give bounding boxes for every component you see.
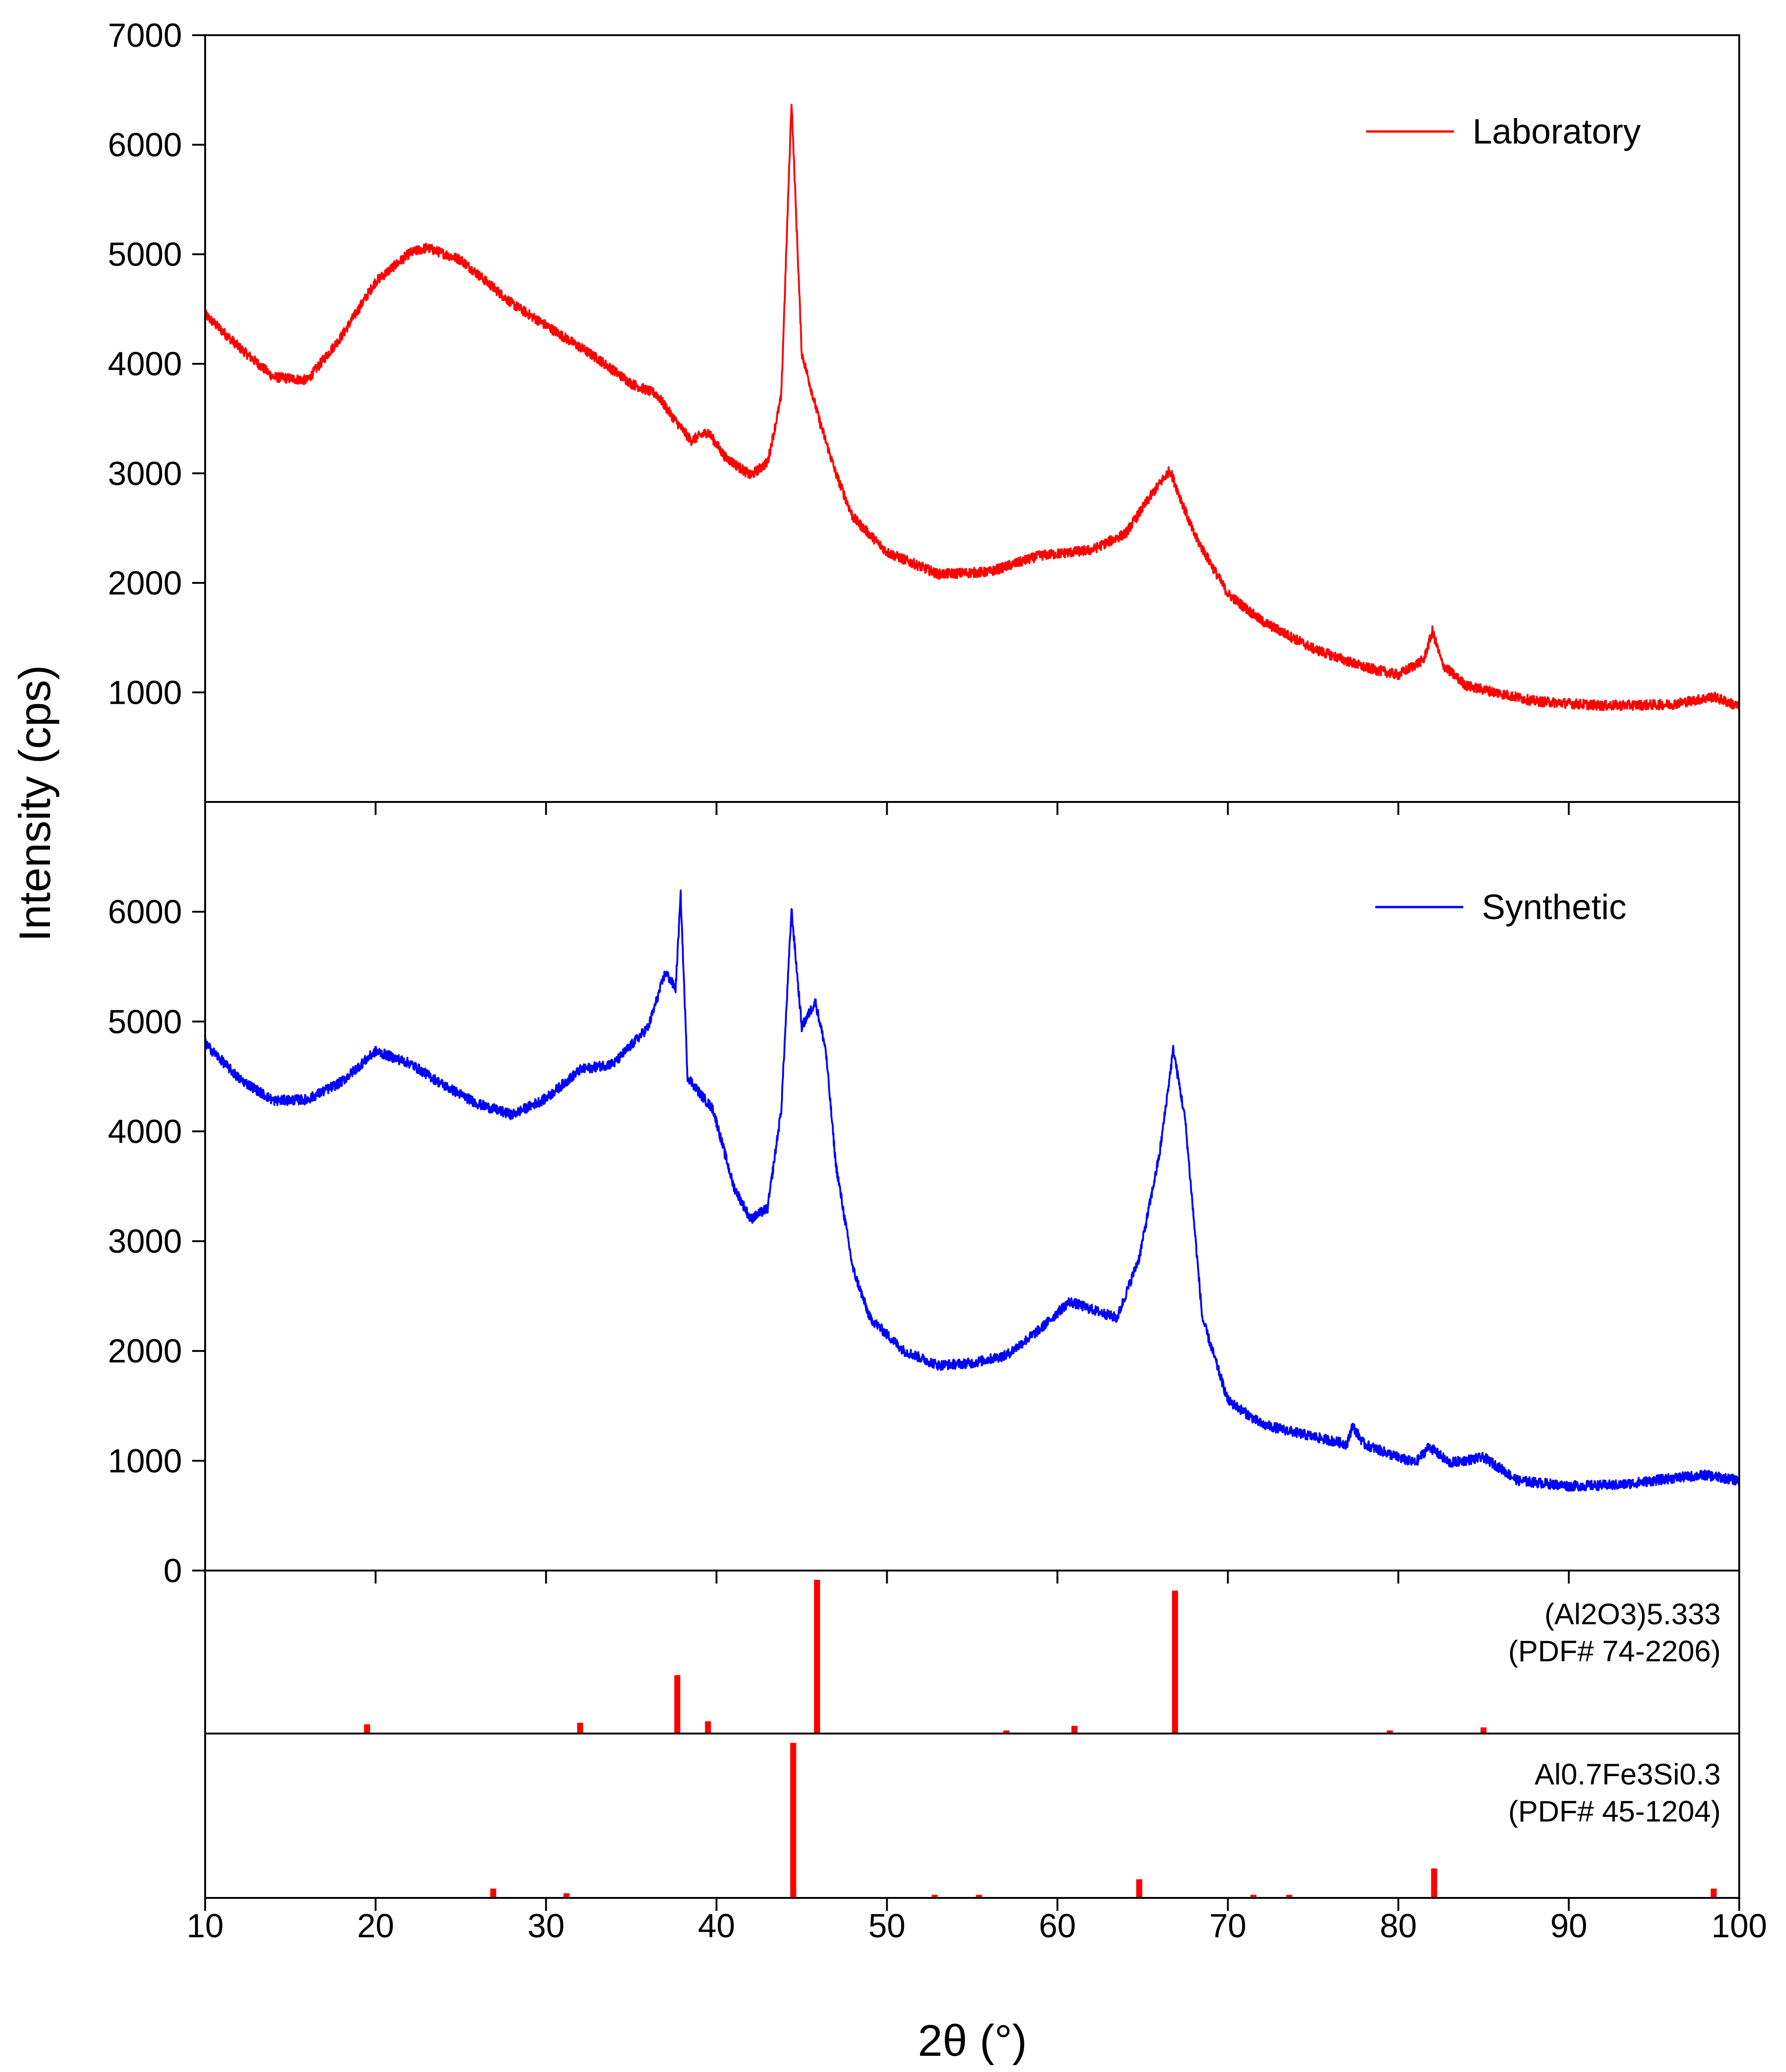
fe3si-pdf-number: (PDF# 45-1204) [1508,1795,1721,1828]
x-tick-label: 20 [357,1908,394,1945]
laboratory-y-axis: 1000 2000 3000 4000 5000 6000 7000 [108,17,205,711]
x-axis-title: 2θ (°) [918,2016,1027,2066]
synthetic-y-tick-label: 5000 [108,1003,182,1040]
laboratory-series-line [204,104,1740,711]
x-tick-label: 10 [187,1908,224,1945]
synthetic-y-tick-label: 2000 [108,1333,182,1370]
laboratory-y-tick-label: 1000 [108,674,182,711]
fe3si-phase-name: Al0.7Fe3Si0.3 [1535,1758,1721,1791]
alumina-reference-panel: (Al2O3)5.333 (PDF# 74-2206) [204,1570,1740,1734]
fe3si-reference-panel: Al0.7Fe3Si0.3 (PDF# 45-1204) [204,1733,1740,1899]
x-tick-label: 60 [1039,1908,1076,1945]
synthetic-y-tick-label: 3000 [108,1223,182,1260]
synthetic-y-tick-label: 0 [163,1552,182,1590]
x-tick-label: 90 [1550,1908,1587,1945]
laboratory-y-tick-label: 4000 [108,346,182,383]
laboratory-y-tick-label: 5000 [108,236,182,273]
x-tick-label: 40 [698,1908,735,1945]
synthetic-y-tick-label: 1000 [108,1443,182,1480]
laboratory-y-tick-label: 2000 [108,565,182,602]
alumina-pdf-number: (PDF# 74-2206) [1508,1634,1721,1668]
alumina-phase-name: (Al2O3)5.333 [1544,1597,1721,1631]
fe3si-peaks [490,1743,1717,1898]
laboratory-y-tick-label: 6000 [108,127,182,164]
x-tick-label: 50 [868,1908,905,1945]
x-tick-label: 30 [527,1908,564,1945]
fe3si-plot-frame [204,1733,1740,1899]
synthetic-y-tick-label: 6000 [108,894,182,931]
laboratory-legend-label: Laboratory [1473,112,1641,151]
y-axis-title: Intensity (cps) [10,665,60,942]
synthetic-panel: 0 1000 2000 3000 4000 5000 6000 Synthetic [108,801,1740,1590]
x-tick-label: 80 [1380,1908,1417,1945]
synthetic-legend-label: Synthetic [1482,888,1627,927]
laboratory-y-tick-label: 3000 [108,455,182,492]
x-axis: 10 20 30 40 50 60 70 80 90 100 [187,802,1767,1945]
synthetic-series-line [204,889,1740,1492]
synthetic-y-axis: 0 1000 2000 3000 4000 5000 6000 [108,894,205,1590]
x-tick-label: 70 [1209,1908,1247,1945]
x-tick-label: 100 [1711,1908,1767,1945]
synthetic-y-tick-label: 4000 [108,1113,182,1150]
laboratory-y-tick-label: 7000 [108,17,182,54]
laboratory-panel: 1000 2000 3000 4000 5000 6000 7000 Laboratory [108,17,1740,803]
